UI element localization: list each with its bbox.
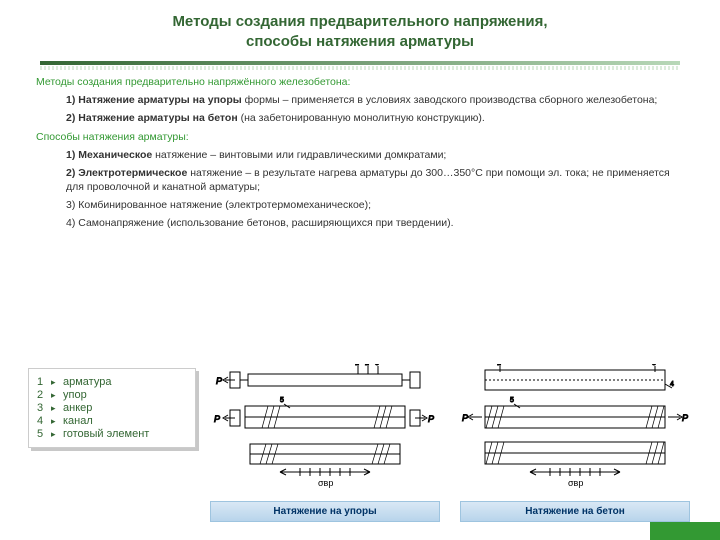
force-p-label: P [216,376,222,386]
divider [40,61,680,65]
legend-label: канал [63,415,93,427]
svg-text:5: 5 [280,397,284,404]
legend-num: 1 [37,376,51,388]
legend-row: 1▸арматура [37,376,187,388]
item-number: 3) [66,199,75,211]
legend-row: 4▸канал [37,415,187,427]
caption-right: Натяжение на бетон [460,501,690,522]
s2-item-2: 2) Электротермическое натяжение – в резу… [66,166,684,194]
svg-text:3: 3 [652,364,656,367]
caption-left: Натяжение на упоры [210,501,440,522]
arrow-icon: ▸ [51,429,63,440]
item-number: 2) [66,112,75,124]
s1-item-2: 2) Натяжение арматуры на бетон (на забет… [66,111,684,125]
s1-item-1: 1) Натяжение арматуры на упоры формы – п… [66,93,684,107]
svg-text:P: P [214,414,220,424]
item-rest: (на забетонированную монолитную конструк… [238,112,485,124]
arrow-icon: ▸ [51,416,63,427]
arrow-icon: ▸ [51,390,63,401]
corner-accent [650,522,720,540]
svg-text:P: P [682,413,688,423]
section1-heading: Методы создания предварительно напряжённ… [36,75,684,89]
svg-text:3: 3 [375,364,379,367]
item-rest: натяжение – винтовыми или гидравлическим… [152,149,446,161]
slide-header: Методы создания предварительного напряже… [0,0,720,55]
legend-num: 5 [37,428,51,440]
diagrams-area: P 1 2 3 P P [210,364,690,534]
item-rest: Комбинированное натяжение (электротермом… [78,199,371,211]
legend-num: 4 [37,415,51,427]
svg-text:2: 2 [365,364,369,367]
item-bold: Натяжение арматуры на упоры [78,94,241,106]
legend-label: арматура [63,376,111,388]
legend-box: 1▸арматура 2▸упор 3▸анкер 4▸канал 5▸гото… [28,368,196,448]
diagram-left-svg: P 1 2 3 P P [210,364,440,494]
arrow-icon: ▸ [51,403,63,414]
item-number: 1) [66,94,75,106]
item-bold: Механическое [78,149,152,161]
svg-text:P: P [428,414,434,424]
s2-item-4: 4) Самонапряжение (использование бетонов… [66,216,684,230]
sigma-label: σвр [318,478,333,488]
diagram-left: P 1 2 3 P P [210,364,440,522]
arrow-icon: ▸ [51,377,63,388]
item-rest: Самонапряжение (использование бетонов, р… [78,217,453,229]
legend-num: 2 [37,389,51,401]
title-line-2: способы натяжения арматуры [246,33,474,50]
s2-item-3: 3) Комбинированное натяжение (электротер… [66,198,684,212]
slide-title: Методы создания предварительного напряже… [20,12,700,51]
legend-row: 2▸упор [37,389,187,401]
item-number: 1) [66,149,75,161]
svg-text:P: P [462,413,468,423]
bottom-region: 1▸арматура 2▸упор 3▸анкер 4▸канал 5▸гото… [0,360,720,540]
legend-label: упор [63,389,87,401]
diagram-right-svg: 1 3 4 P P 5 [460,364,690,494]
title-line-1: Методы создания предварительного напряже… [172,13,547,30]
legend-num: 3 [37,402,51,414]
legend-label: анкер [63,402,92,414]
item-rest: формы – применяется в условиях заводског… [242,94,658,106]
svg-text:1: 1 [497,364,501,367]
item-bold: Электротермическое [78,167,187,179]
item-number: 4) [66,217,75,229]
legend-label: готовый элемент [63,428,149,440]
item-number: 2) [66,167,75,179]
legend-row: 3▸анкер [37,402,187,414]
diagram-right: 1 3 4 P P 5 [460,364,690,522]
s2-item-1: 1) Механическое натяжение – винтовыми ил… [66,148,684,162]
svg-text:5: 5 [510,397,514,404]
item-bold: Натяжение арматуры на бетон [78,112,237,124]
section2-heading: Способы натяжения арматуры: [36,130,684,144]
content-area: Методы создания предварительно напряжённ… [0,75,720,231]
legend-row: 5▸готовый элемент [37,428,187,440]
sigma-label: σвр [568,478,583,488]
svg-text:1: 1 [355,364,359,367]
